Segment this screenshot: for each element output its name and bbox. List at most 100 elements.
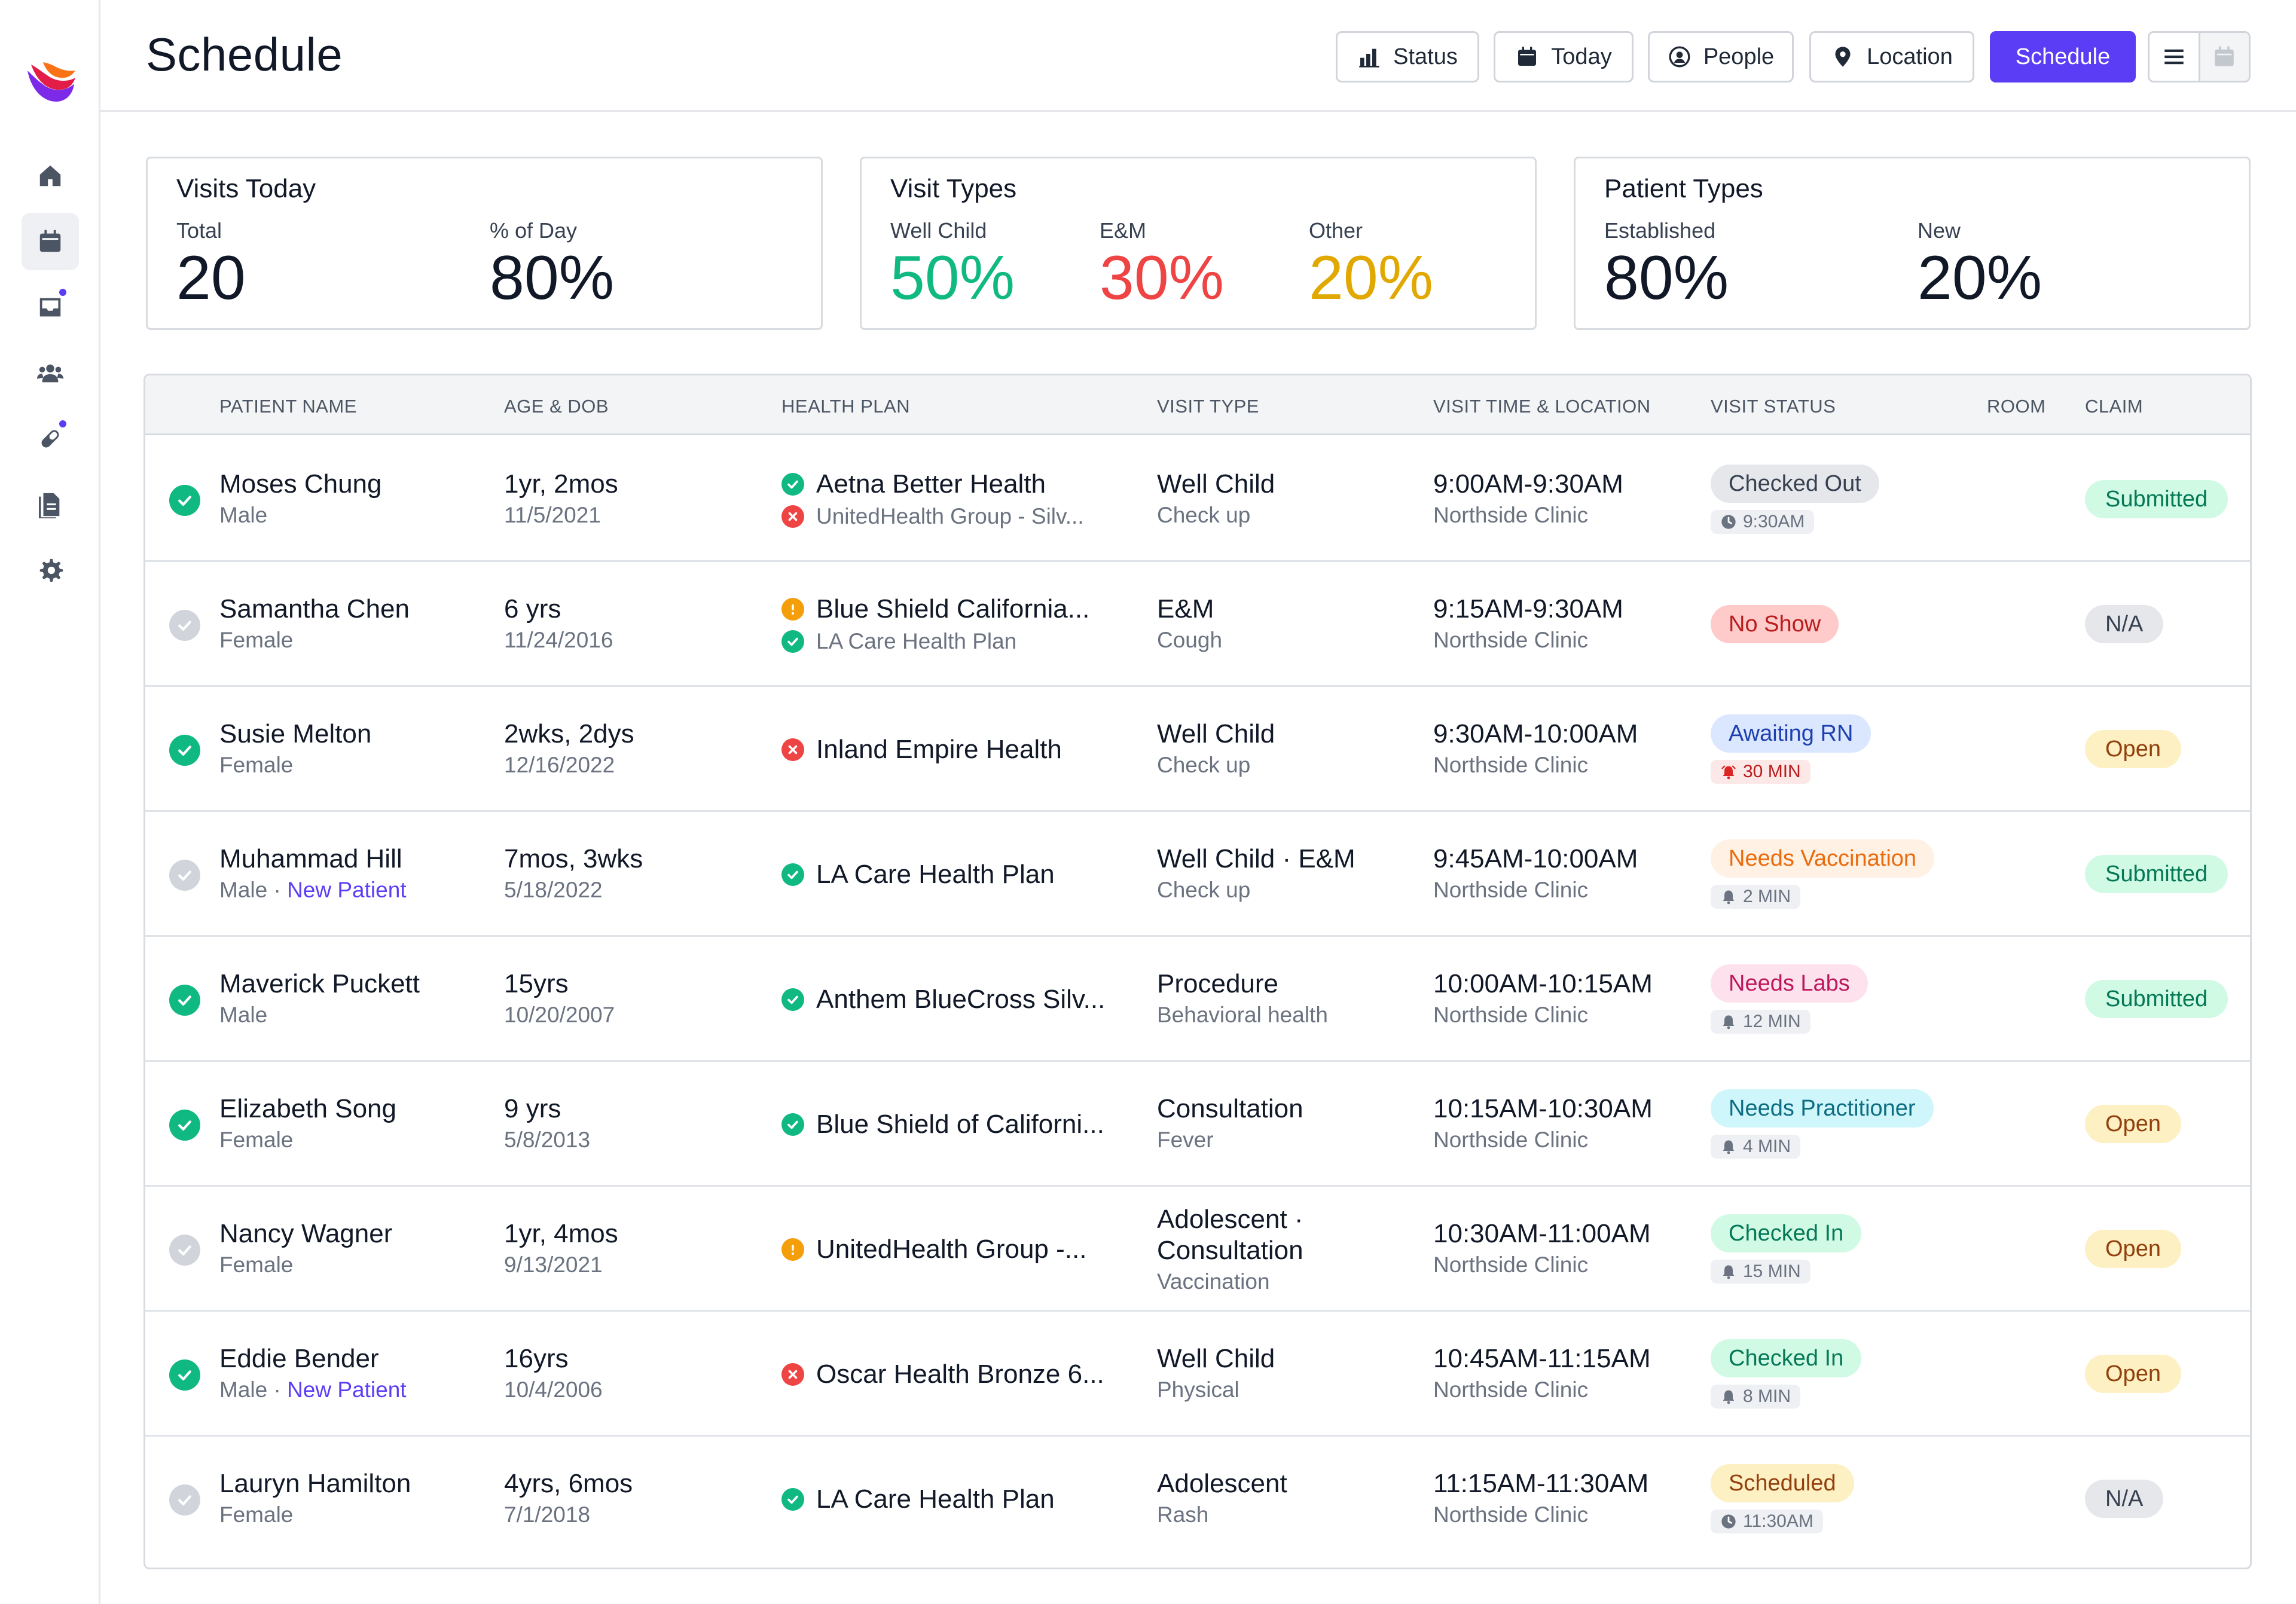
visit-status-badge[interactable]: Checked In	[1711, 1214, 1862, 1252]
visit-time-cell: 10:30AM-11:00AM Northside Clinic	[1433, 1219, 1651, 1278]
home-icon	[39, 165, 61, 187]
sidebar-item-settings[interactable]	[22, 542, 79, 599]
claim-status-badge[interactable]: Open	[2085, 1105, 2181, 1143]
patient-name[interactable]: Susie Melton	[219, 719, 372, 748]
visit-status-badge[interactable]: Checked In	[1711, 1339, 1862, 1377]
claim-status-badge[interactable]: Submitted	[2085, 855, 2228, 893]
visit-status-badge[interactable]: Checked Out	[1711, 465, 1879, 503]
column-header-room[interactable]: ROOM	[1987, 396, 2046, 417]
health-plan-name: Inland Empire Health	[816, 735, 1062, 764]
patient-name[interactable]: Elizabeth Song	[219, 1094, 396, 1123]
table-row[interactable]: Eddie Bender Male · New Patient 16yrs 10…	[145, 1312, 2250, 1437]
patient-dob: 7/1/2018	[504, 1502, 591, 1527]
health-plan-item[interactable]: LA Care Health Plan	[781, 629, 1089, 654]
check-circle-icon[interactable]	[169, 985, 200, 1016]
claim-status-badge[interactable]: Open	[2085, 1230, 2181, 1268]
pending-circle-icon[interactable]	[169, 1235, 200, 1266]
health-plan-item[interactable]: LA Care Health Plan	[781, 860, 1055, 890]
table-row[interactable]: Lauryn Hamilton Female 4yrs, 6mos 7/1/20…	[145, 1437, 2250, 1562]
table-row[interactable]: Maverick Puckett Male 15yrs 10/20/2007 A…	[145, 937, 2250, 1062]
patient-sex-text: Male	[219, 1003, 268, 1027]
table-row[interactable]: Nancy Wagner Female 1yr, 4mos 9/13/2021 …	[145, 1187, 2250, 1312]
claim-status-badge[interactable]: N/A	[2085, 605, 2164, 643]
pending-circle-icon[interactable]	[169, 860, 200, 891]
visit-type: Adolescent ·	[1157, 1205, 1303, 1234]
sidebar-item-calendar[interactable]	[22, 213, 79, 270]
visit-reason: Check up	[1157, 753, 1251, 777]
health-plan-item[interactable]: UnitedHealth Group -...	[781, 1235, 1086, 1264]
health-plan-item[interactable]: Oscar Health Bronze 6...	[781, 1359, 1104, 1389]
column-header-plan[interactable]: HEALTH PLAN	[781, 396, 911, 417]
status-button[interactable]: Status	[1336, 31, 1479, 83]
health-plan-item[interactable]: Blue Shield California...	[781, 594, 1089, 624]
health-plan-item[interactable]: Aetna Better Health	[781, 469, 1084, 499]
pending-circle-icon[interactable]	[169, 1484, 200, 1516]
health-plan-item[interactable]: Inland Empire Health	[781, 735, 1062, 765]
visit-status-badge[interactable]: Needs Labs	[1711, 964, 1868, 1003]
today-button[interactable]: Today	[1494, 31, 1634, 83]
claim-status-badge[interactable]: Open	[2085, 1355, 2181, 1393]
health-plan-item[interactable]: Blue Shield of Californi...	[781, 1110, 1104, 1139]
visit-time: 10:15AM-10:30AM	[1433, 1094, 1653, 1123]
health-plan-name: UnitedHealth Group - Silv...	[816, 504, 1084, 528]
patient-dob: 5/8/2013	[504, 1128, 591, 1152]
patient-name[interactable]: Maverick Puckett	[219, 969, 420, 998]
table-row[interactable]: Moses Chung Male 1yr, 2mos 11/5/2021 Aet…	[145, 437, 2250, 562]
calendar-view-button[interactable]	[2198, 33, 2249, 81]
column-header-claim[interactable]: CLAIM	[2085, 396, 2144, 417]
health-plan-item[interactable]: UnitedHealth Group - Silv...	[781, 504, 1084, 529]
people-button[interactable]: People	[1648, 31, 1794, 83]
visit-type: E&M	[1157, 594, 1214, 624]
list-view-button[interactable]	[2150, 33, 2199, 81]
logo-icon[interactable]	[25, 60, 77, 105]
sidebar-item-inbox[interactable]	[22, 279, 79, 336]
check-circle-icon[interactable]	[169, 1110, 200, 1141]
column-header-visit-type[interactable]: VISIT TYPE	[1157, 396, 1259, 417]
table-row[interactable]: Susie Melton Female 2wks, 2dys 12/16/202…	[145, 687, 2250, 812]
sidebar-item-documents[interactable]	[22, 476, 79, 533]
stat-value: 20%	[1309, 243, 1434, 313]
visit-status-badge[interactable]: Scheduled	[1711, 1464, 1854, 1502]
visit-status-badge[interactable]: Awaiting RN	[1711, 714, 1871, 753]
patient-name[interactable]: Moses Chung	[219, 469, 382, 499]
visit-status-badge[interactable]: Needs Vaccination	[1711, 839, 1935, 878]
patient-name[interactable]: Lauryn Hamilton	[219, 1469, 411, 1498]
table-row[interactable]: Elizabeth Song Female 9 yrs 5/8/2013 Blu…	[145, 1062, 2250, 1187]
health-plan-item[interactable]: LA Care Health Plan	[781, 1484, 1055, 1514]
sidebar-item-home[interactable]	[22, 147, 79, 204]
column-header-status[interactable]: VISIT STATUS	[1711, 396, 1836, 417]
visit-status-badge[interactable]: Needs Practitioner	[1711, 1089, 1934, 1128]
check-circle-icon[interactable]	[169, 485, 200, 516]
table-row[interactable]: Muhammad Hill Male · New Patient 7mos, 3…	[145, 812, 2250, 937]
visit-status-badge[interactable]: No Show	[1711, 605, 1839, 643]
sidebar-item-users[interactable]	[22, 344, 79, 402]
patient-name[interactable]: Eddie Bender	[219, 1344, 379, 1373]
patient-name[interactable]: Samantha Chen	[219, 594, 410, 624]
visit-location: Northside Clinic	[1433, 1502, 1589, 1527]
claim-status-badge[interactable]: Submitted	[2085, 980, 2228, 1018]
new-patient-link[interactable]: New Patient	[287, 1377, 407, 1402]
table-row[interactable]: Samantha Chen Female 6 yrs 11/24/2016 Bl…	[145, 562, 2250, 687]
sidebar-item-medications[interactable]	[22, 410, 79, 468]
column-header-time[interactable]: VISIT TIME & LOCATION	[1433, 396, 1651, 417]
check-circle-icon[interactable]	[169, 735, 200, 766]
patient-dob: 11/24/2016	[504, 628, 613, 652]
column-header-age[interactable]: AGE & DOB	[504, 396, 609, 417]
check-circle-icon[interactable]	[169, 1359, 200, 1391]
status-timer: 12 MIN	[1711, 1010, 1810, 1034]
claim-status-badge[interactable]: Submitted	[2085, 480, 2228, 518]
age-cell: 16yrs 10/4/2006	[504, 1344, 603, 1403]
patient-name[interactable]: Muhammad Hill	[219, 844, 402, 873]
patient-age: 2wks, 2dys	[504, 719, 634, 748]
health-plan-item[interactable]: Anthem BlueCross Silv...	[781, 985, 1105, 1015]
schedule-button[interactable]: Schedule	[1990, 31, 2136, 83]
visit-status-cell: Needs Practitioner 4 MIN	[1711, 1089, 1934, 1159]
claim-status-badge[interactable]: N/A	[2085, 1480, 2164, 1518]
pending-circle-icon[interactable]	[169, 610, 200, 641]
claim-status-badge[interactable]: Open	[2085, 730, 2181, 768]
new-patient-link[interactable]: New Patient	[287, 878, 407, 902]
patient-name[interactable]: Nancy Wagner	[219, 1219, 393, 1248]
patient-dob: 10/4/2006	[504, 1377, 603, 1402]
location-button[interactable]: Location	[1809, 31, 1974, 83]
column-header-patient[interactable]: PATIENT NAME	[219, 396, 357, 417]
